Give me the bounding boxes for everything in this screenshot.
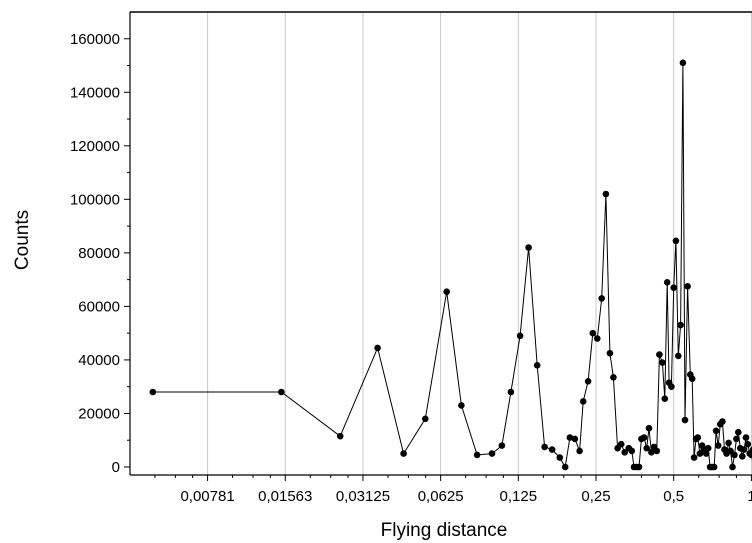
x-tick-label: 0,5 xyxy=(663,488,684,505)
series-polyline xyxy=(152,62,752,469)
y-tick-label: 0 xyxy=(112,459,120,476)
data-point xyxy=(670,284,677,292)
data-point xyxy=(663,279,671,286)
data-point xyxy=(278,388,285,396)
axes xyxy=(129,11,752,476)
data-point xyxy=(598,295,605,302)
data-point xyxy=(668,383,675,391)
x-tick-label: 0,25 xyxy=(581,488,610,505)
data-point xyxy=(679,59,687,67)
y-tick-label: 40000 xyxy=(78,352,120,369)
data-point xyxy=(749,446,752,453)
data-point xyxy=(571,435,579,443)
data-point xyxy=(742,434,750,441)
data-point xyxy=(696,450,704,457)
data-point xyxy=(594,335,601,342)
data-point xyxy=(606,349,614,357)
data-point xyxy=(712,427,720,435)
data-point xyxy=(458,402,465,409)
y-tick-label: 20000 xyxy=(78,405,120,422)
data-point xyxy=(488,450,496,457)
data-point xyxy=(541,443,548,451)
data-point xyxy=(533,362,541,369)
data-point xyxy=(672,237,680,245)
x-tick-label: 0,03125 xyxy=(336,488,390,505)
data-point xyxy=(725,439,732,447)
ticks: 0 20000 40000 60000 80000 100000 120000 140000 1… xyxy=(70,31,752,505)
data-point xyxy=(740,446,748,453)
data-point xyxy=(525,244,532,251)
data-point xyxy=(336,432,344,440)
data-point xyxy=(617,440,625,448)
data-point xyxy=(702,450,710,457)
data-point xyxy=(710,463,718,471)
data-point xyxy=(645,424,653,432)
data-point xyxy=(516,332,524,340)
data-point xyxy=(690,454,698,461)
data-point xyxy=(694,434,702,441)
data-point xyxy=(576,447,583,455)
x-axis-title: Flying distance xyxy=(381,520,508,541)
data-point xyxy=(548,446,556,453)
data-point xyxy=(735,428,742,436)
data-point xyxy=(400,450,407,457)
y-axis-title: Counts xyxy=(12,210,33,270)
y-tick-label: 60000 xyxy=(78,298,120,315)
data-point xyxy=(556,454,564,461)
data-point xyxy=(149,388,157,396)
x-tick-label: 1 xyxy=(747,488,752,505)
data-point xyxy=(643,444,650,452)
data-point xyxy=(739,453,746,460)
data-point xyxy=(661,395,669,403)
x-gridlines xyxy=(207,12,752,475)
data-point xyxy=(610,374,617,381)
data-point xyxy=(621,449,628,456)
data-point xyxy=(579,398,587,405)
series-line xyxy=(152,62,752,469)
data-point xyxy=(507,388,515,396)
data-point xyxy=(640,434,648,441)
y-tick-label: 160000 xyxy=(70,31,120,48)
data-point xyxy=(648,449,655,456)
y-tick-label: 120000 xyxy=(70,138,120,155)
data-point xyxy=(443,288,451,296)
data-point xyxy=(748,451,752,459)
data-point xyxy=(628,447,636,455)
data-point xyxy=(688,375,696,383)
data-point xyxy=(684,283,691,290)
data-point xyxy=(704,444,712,452)
data-point xyxy=(681,416,689,424)
data-point xyxy=(561,463,569,471)
data-point xyxy=(733,435,740,443)
data-point xyxy=(589,329,597,337)
data-point xyxy=(744,440,752,448)
data-point xyxy=(635,463,643,471)
y-tick-label: 140000 xyxy=(70,84,120,101)
data-point xyxy=(566,434,574,441)
x-tick-label: 0,00781 xyxy=(180,488,234,505)
data-point xyxy=(727,447,734,455)
data-point xyxy=(422,415,429,423)
data-point xyxy=(584,378,592,385)
data-point xyxy=(731,451,738,459)
data-point xyxy=(675,352,682,360)
series-points xyxy=(149,59,752,471)
data-point xyxy=(729,463,736,471)
x-tick-label: 0,01563 xyxy=(258,488,312,505)
y-tick-label: 100000 xyxy=(70,191,120,208)
data-point xyxy=(714,442,722,449)
data-point xyxy=(677,321,684,329)
data-point xyxy=(602,190,610,198)
data-point xyxy=(656,351,663,358)
data-point xyxy=(473,451,481,459)
data-point xyxy=(498,442,506,449)
y-tick-label: 80000 xyxy=(78,245,120,262)
data-point xyxy=(374,344,381,352)
data-point xyxy=(719,418,726,425)
x-tick-label: 0,125 xyxy=(500,488,538,505)
data-point xyxy=(653,447,661,455)
x-tick-label: 0,0625 xyxy=(418,488,464,505)
data-point xyxy=(659,359,666,366)
